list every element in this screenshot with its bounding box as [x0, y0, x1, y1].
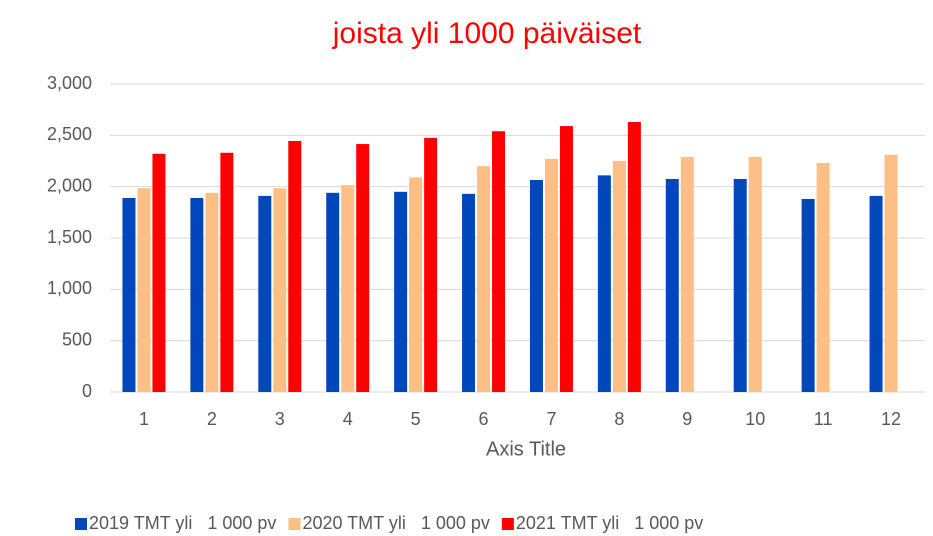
- bar: [122, 197, 136, 392]
- bar: [869, 195, 883, 392]
- bar: [424, 137, 438, 392]
- bar: [884, 154, 898, 392]
- x-tick-label: 2: [207, 409, 217, 429]
- bar: [394, 191, 408, 392]
- x-tick-label: 6: [479, 409, 489, 429]
- bar: [559, 126, 573, 393]
- legend-swatch: [75, 518, 87, 530]
- bar: [462, 193, 476, 392]
- y-tick-label: 2,000: [47, 175, 92, 195]
- bar: [477, 166, 491, 392]
- x-tick-label: 10: [745, 409, 765, 429]
- bar: [288, 140, 302, 392]
- y-tick-label: 500: [62, 329, 92, 349]
- x-tick-label: 7: [546, 409, 556, 429]
- x-tick-label: 1: [139, 409, 149, 429]
- legend-swatch: [288, 518, 301, 530]
- bar: [409, 177, 423, 392]
- bar: [665, 178, 679, 392]
- bar: [627, 121, 641, 392]
- bar: [612, 161, 626, 392]
- y-tick-label: 1,500: [47, 227, 92, 247]
- bar: [356, 144, 370, 392]
- bar: [152, 153, 166, 392]
- bar: [220, 152, 234, 392]
- x-tick-label: 8: [614, 409, 624, 429]
- bar: [190, 197, 204, 392]
- bar: [801, 198, 815, 392]
- legend-label: 2020 TMT yli 1 000 pv: [302, 513, 489, 533]
- bar: [137, 188, 151, 392]
- chart-title: joista yli 1000 päiväiset: [332, 17, 642, 50]
- x-axis-title: Axis Title: [486, 438, 566, 460]
- y-tick-label: 3,000: [47, 73, 92, 93]
- bar: [273, 188, 287, 392]
- x-tick-label: 9: [682, 409, 692, 429]
- x-tick-label: 12: [881, 409, 901, 429]
- bar: [597, 175, 611, 392]
- bar: [529, 179, 543, 392]
- x-tick-label: 11: [814, 409, 833, 429]
- bar: [258, 195, 272, 392]
- y-tick-label: 2,500: [47, 124, 92, 144]
- bar: [326, 192, 340, 392]
- x-tick-label: 5: [411, 409, 421, 429]
- legend-swatch: [501, 518, 514, 530]
- bar: [748, 156, 762, 392]
- bar: [492, 131, 506, 392]
- y-tick-label: 0: [82, 381, 92, 401]
- legend-label: 2019 TMT yli 1 000 pv: [89, 513, 276, 533]
- legend-label: 2021 TMT yli 1 000 pv: [516, 513, 703, 533]
- x-tick-label: 3: [275, 409, 285, 429]
- x-tick-label: 4: [343, 409, 353, 429]
- bar: [341, 185, 355, 392]
- bar: [544, 158, 558, 392]
- bar: [733, 178, 747, 392]
- bar: [816, 163, 830, 392]
- y-tick-label: 1,000: [47, 278, 92, 298]
- bar: [680, 156, 694, 392]
- bar: [205, 192, 219, 392]
